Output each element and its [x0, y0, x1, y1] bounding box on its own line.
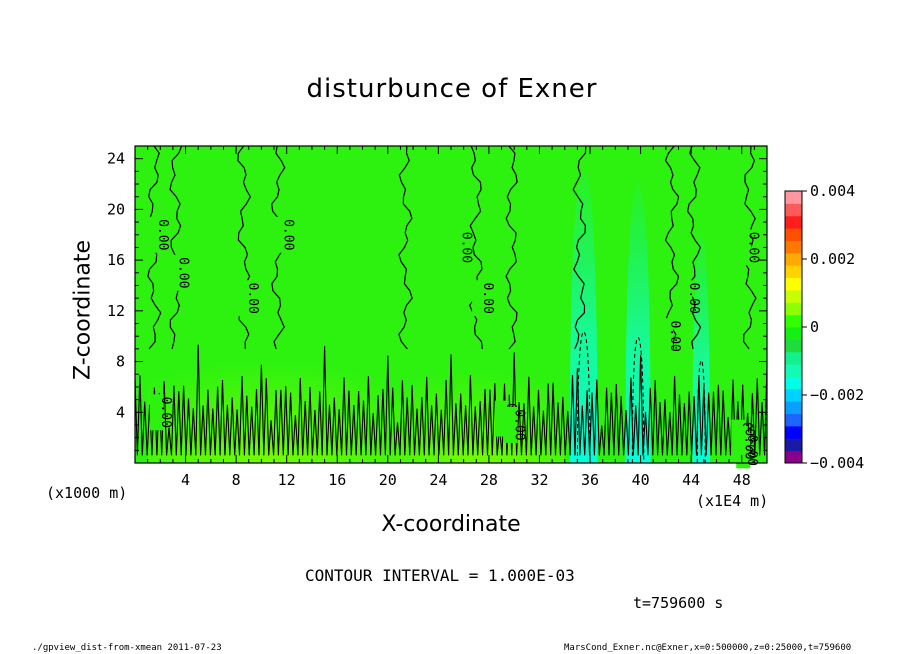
- colorbar-swatch-11: [785, 314, 802, 328]
- colorbar-swatch-8: [785, 351, 802, 365]
- colorbar-swatch-1: [785, 438, 802, 452]
- x-tick-label-3: 16: [328, 471, 346, 489]
- colorbar-tick-label-4: −0.004: [810, 454, 864, 472]
- contour-label-1: 0.00: [175, 257, 190, 288]
- y-tick-label-3: 16: [107, 251, 125, 269]
- zero-contour-9: [686, 145, 702, 349]
- contour-label-bg-0: [147, 216, 162, 253]
- contour-label-11: 0.00: [746, 232, 761, 263]
- zero-contour-4: [398, 145, 413, 350]
- x-tick-label-4: 20: [379, 471, 397, 489]
- colorbar-swatch-2: [785, 425, 802, 439]
- contour-label-13: 0.00: [744, 435, 759, 466]
- contour-label-bg-1: [167, 254, 182, 291]
- colorbar: 0.004 0.002 0 −0.002 −0.004: [784, 182, 864, 472]
- positive-zone-0: [147, 336, 388, 463]
- colorbar-tick-label-2: 0: [810, 318, 819, 336]
- contour-label-bg-10: [678, 280, 693, 317]
- contour-label-bg-2: [149, 394, 164, 431]
- x-tick-label-10: 44: [682, 471, 700, 489]
- y-tick-label-4: 20: [107, 200, 125, 218]
- footer-left-text: ./gpview_dist-from-xmean 2011-07-23: [32, 643, 222, 653]
- colorbar-tick-label-3: −0.002: [810, 386, 864, 404]
- colorbar-swatch-19: [785, 215, 802, 229]
- x-tick-label-9: 40: [632, 471, 650, 489]
- y-tick-label-5: 24: [107, 150, 125, 168]
- x-tick-label-11: 48: [733, 471, 751, 489]
- colorbar-swatch-21: [785, 191, 802, 204]
- contour-label-14: 0.00: [742, 428, 757, 459]
- y-tick-label-1: 8: [116, 353, 125, 371]
- x-tick-label-0: 4: [181, 471, 190, 489]
- colorbar-swatch-3: [785, 413, 802, 427]
- colorbar-swatch-20: [785, 203, 802, 217]
- time-label: t=759600 s: [633, 594, 724, 612]
- colorbar-swatch-6: [785, 376, 802, 390]
- contour-label-bg-9: [659, 318, 674, 355]
- x-tick-label-5: 24: [429, 471, 447, 489]
- x-tick-label-2: 12: [278, 471, 296, 489]
- negative-plume-2: [692, 234, 711, 463]
- contour-label-2: 0.00: [158, 397, 173, 428]
- x-unit-left: (x1000 m): [46, 484, 128, 502]
- contour-label-4: 0.00: [280, 219, 295, 250]
- contour-label-bg-11: [737, 229, 752, 266]
- contour-label-bg-6: [472, 280, 487, 317]
- colorbar-swatch-18: [785, 228, 802, 241]
- contour-label-0: 0.00: [155, 219, 170, 250]
- y-tick-label-0: 4: [116, 403, 125, 421]
- colorbar-swatch-4: [785, 401, 802, 415]
- boundary-layer-contour: [134, 344, 768, 456]
- zero-contour-1: [169, 145, 183, 350]
- contour-label-9: 0.00: [667, 321, 682, 352]
- y-tick-label-2: 12: [107, 302, 125, 320]
- contour-label-bg-3: [236, 280, 251, 317]
- colorbar-swatch-16: [785, 252, 802, 266]
- contour-label-bg-5: [450, 229, 465, 266]
- contour-lines: 0.000.000.000.000.00 0.000.000.000.000.00…: [134, 145, 768, 469]
- colorbar-swatch-15: [785, 265, 802, 279]
- contour-label-bg-8: [503, 406, 518, 443]
- contour-label-bg-4: [272, 216, 287, 253]
- colorbar-swatch-9: [785, 339, 802, 353]
- contour-interval-text: CONTOUR INTERVAL = 1.000E-03: [305, 566, 575, 585]
- colorbar-swatch-0: [785, 450, 802, 464]
- x-tick-label-8: 36: [581, 471, 599, 489]
- negative-contour-1: [631, 336, 645, 464]
- zero-contour-8: [664, 145, 680, 349]
- colorbar-swatch-10: [785, 327, 802, 340]
- colorbar-swatch-14: [785, 277, 802, 291]
- x-unit-right: (x1E4 m): [696, 492, 769, 510]
- x-tick-label-7: 32: [530, 471, 548, 489]
- contour-label-6: 0.00: [480, 283, 495, 314]
- colorbar-tick-label-0: 0.004: [810, 182, 855, 200]
- contour-label-10: 0.00: [686, 283, 701, 314]
- colorbar-swatch-17: [785, 240, 802, 254]
- x-tick-label-6: 28: [480, 471, 498, 489]
- colorbar-swatch-12: [785, 302, 802, 316]
- colorbar-swatch-7: [785, 364, 802, 377]
- x-tick-label-1: 8: [232, 471, 241, 489]
- colorbar-tick-label-1: 0.002: [810, 250, 855, 268]
- x-axis-label: X-coordinate: [381, 512, 521, 537]
- contour-label-3: 0.00: [245, 283, 260, 314]
- contour-label-8: 0.00: [512, 409, 527, 440]
- zero-contour-7: [572, 145, 587, 350]
- chart-title: disturbunce of Exner: [306, 74, 598, 104]
- contour-label-5: 0.00: [459, 232, 474, 263]
- contour-label-bg-14: [733, 425, 748, 462]
- footer-right-text: MarsCond_Exner.nc@Exner,x=0:500000,z=0:2…: [564, 643, 852, 653]
- colorbar-swatch-5: [785, 388, 802, 402]
- colorbar-swatch-13: [785, 289, 802, 303]
- zero-contour-6: [505, 145, 518, 350]
